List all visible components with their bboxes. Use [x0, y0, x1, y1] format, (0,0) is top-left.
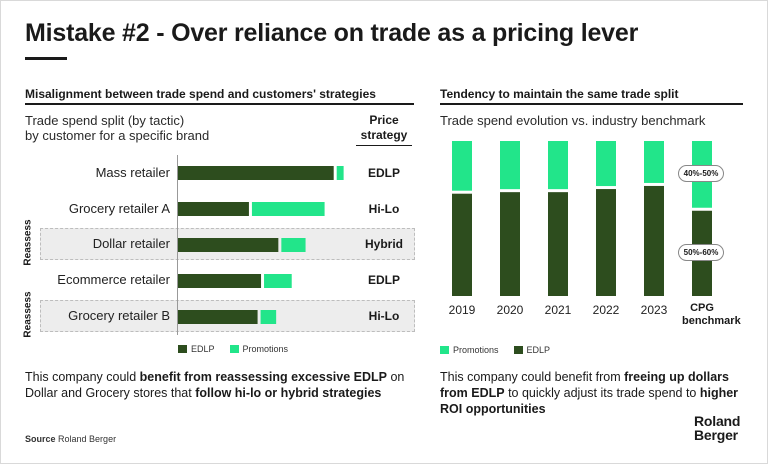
right-legend-swatch-promotions [440, 346, 449, 354]
range-pill-lower: 50%-60% [678, 244, 724, 261]
right-note-bold2: higher ROI opportunities [440, 386, 739, 416]
bar-promotions-grocery-retailer-b [260, 310, 277, 324]
legend-swatch-edlp [178, 345, 187, 353]
row-label-dollar: Dollar retailer [92, 236, 170, 251]
year-label-2022: 2022 [592, 303, 620, 317]
bar-edlp-ecommerce-retailer [178, 274, 262, 288]
year-label-2020: 2020 [496, 303, 524, 317]
year-label-2021: 2021 [544, 303, 572, 317]
right-section-heading: Tendency to maintain the same trade spli… [440, 87, 679, 101]
legend-label-promotions: Promotions [242, 344, 289, 354]
bar-edlp-dollar-retailer [178, 238, 279, 252]
price-header-line2: strategy [360, 128, 408, 142]
col-promotions-2022 [596, 141, 616, 187]
left-legend: EDLP Promotions [178, 344, 298, 354]
col-edlp-2023 [644, 185, 664, 296]
bar-axis-line [177, 155, 178, 335]
right-note-bold1: freeing up dollars from EDLP [440, 370, 730, 400]
bar-edlp-grocery-retailer-a [178, 202, 249, 216]
strategy-dollar: Hybrid [364, 237, 403, 251]
left-note-plain2: on Dollar and Grocery stores that [25, 370, 405, 400]
left-subtitle-line2: by customer for a specific brand [25, 128, 210, 143]
bar-edlp-mass-retailer [178, 166, 334, 180]
right-section-rule [440, 103, 743, 105]
col-edlp-2021 [548, 192, 568, 296]
year-label-2023: 2023 [640, 303, 668, 317]
strategy-grocery-a: Hi-Lo [368, 202, 400, 216]
company-logo: Roland Berger [694, 414, 740, 442]
right-legend-swatch-edlp [513, 346, 523, 354]
left-note-bold1: benefit from reassessing excessive EDLP [139, 370, 387, 384]
price-header-rule [356, 145, 412, 146]
price-strategy-header: Price strategy [356, 113, 412, 143]
left-section-rule [25, 103, 414, 105]
legend-item-edlp: EDLP [178, 344, 215, 354]
strategy-grocery-b: Hi-Lo [368, 309, 400, 323]
legend-label-edlp: EDLP [191, 344, 215, 354]
left-note-plain1: This company could [25, 370, 140, 384]
bar-promotions-mass-retailer [336, 166, 344, 180]
col-promotions-2023 [644, 141, 664, 183]
right-legend: Promotions EDLP [440, 345, 560, 355]
col-edlp-2022 [596, 189, 616, 296]
right-legend-item-edlp: EDLP [513, 345, 551, 355]
bar-promotions-dollar-retailer [281, 238, 306, 252]
source-line: Source Roland Berger [25, 434, 116, 444]
right-note-plain1: This company could benefit from [440, 370, 625, 384]
right-note: This company could benefit from freeing … [440, 369, 750, 417]
right-legend-label-edlp: EDLP [526, 345, 551, 355]
col-edlp-2019 [452, 193, 472, 296]
left-note-bold2: follow hi-lo or hybrid strategies [195, 386, 382, 400]
row-label-ecommerce: Ecommerce retailer [57, 272, 170, 287]
source-label: Source [25, 434, 56, 444]
strategy-mass: EDLP [367, 166, 400, 180]
right-legend-item-promotions: Promotions [440, 345, 499, 355]
source-value: Roland Berger [58, 434, 117, 444]
range-pill-upper: 40%-50% [678, 165, 724, 182]
col-promotions-2020 [500, 141, 520, 190]
legend-swatch-promotions [229, 345, 239, 353]
strategy-ecommerce: EDLP [367, 273, 400, 287]
year-label-2019: 2019 [448, 303, 476, 317]
price-header-line1: Price [369, 113, 399, 127]
right-note-plain2: to quickly adjust its trade spend to [504, 386, 700, 400]
bar-edlp-grocery-retailer-b [178, 310, 258, 324]
row-label-mass: Mass retailer [95, 165, 170, 180]
right-legend-label-promotions: Promotions [453, 345, 499, 355]
logo-line1: Roland [694, 413, 741, 429]
bar-promotions-grocery-retailer-a [251, 202, 325, 216]
row-label-grocery-b: Grocery retailer B [68, 308, 170, 323]
col-edlp-2020 [500, 192, 520, 296]
row-label-grocery-a: Grocery retailer A [68, 201, 170, 216]
title-underline [25, 57, 67, 60]
col-promotions-2021 [548, 141, 568, 190]
left-section-heading: Misalignment between trade spend and cus… [25, 87, 376, 101]
bar-promotions-ecommerce-retailer [264, 274, 292, 288]
slide-title: Mistake #2 - Over reliance on trade as a… [25, 19, 639, 47]
logo-line2: Berger [694, 427, 738, 443]
legend-item-promotions: Promotions [229, 344, 289, 354]
right-subtitle: Trade spend evolution vs. industry bench… [440, 113, 706, 128]
left-note: This company could benefit from reassess… [25, 369, 420, 401]
col-promotions-2019 [452, 141, 472, 191]
left-subtitle-line1: Trade spend split (by tactic) [25, 113, 185, 128]
